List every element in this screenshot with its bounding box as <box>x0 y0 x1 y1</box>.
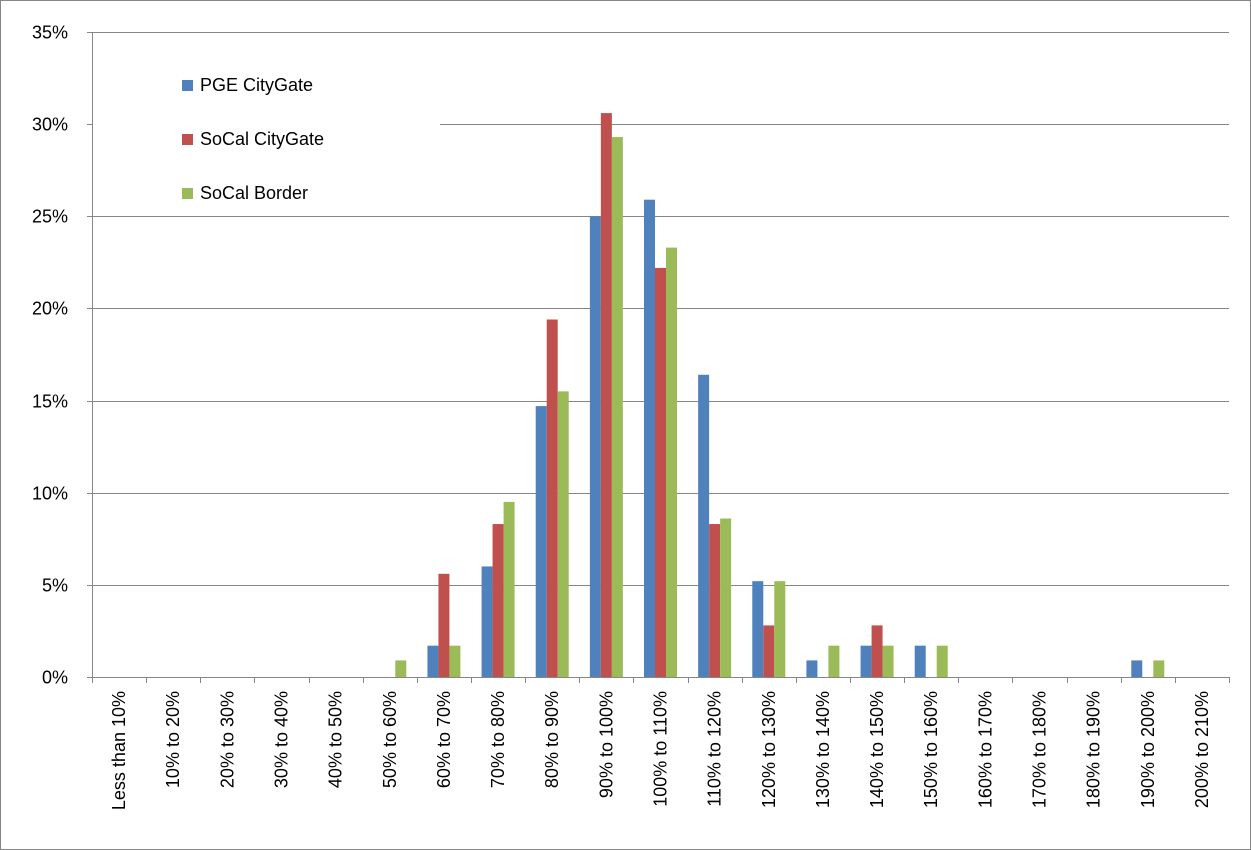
x-axis-tick-label: 200% to 210% <box>1192 691 1212 808</box>
y-axis-tick-label: 20% <box>32 299 68 319</box>
y-axis-tick-label: 25% <box>32 207 68 227</box>
bar-pge-citygate <box>698 374 710 677</box>
x-axis-tick-label: 70% to 80% <box>488 691 508 788</box>
bar-socal-border <box>882 645 894 677</box>
x-axis-tick-label: 80% to 90% <box>542 691 562 788</box>
y-axis-tick-label: 15% <box>32 392 68 412</box>
legend: PGE CityGate SoCal CityGate SoCal Border <box>182 75 324 203</box>
bar-pge-citygate <box>427 645 439 677</box>
x-axis-tick-label: 100% to 110% <box>651 691 671 807</box>
bar-socal-border <box>666 247 677 678</box>
x-axis-tick-label: 50% to 60% <box>380 691 400 788</box>
x-axis-tick-label: 120% to 130% <box>759 691 779 808</box>
x-axis-tick-label: 130% to 140% <box>813 691 833 808</box>
x-axis-tick-label: 190% to 200% <box>1138 691 1158 808</box>
x-axis-tick-label: 150% to 160% <box>921 691 941 808</box>
bar-pge-citygate <box>644 199 655 677</box>
bar-socal-citygate <box>438 573 450 677</box>
x-axis-tick-label: 140% to 150% <box>867 691 887 808</box>
bar-socal-border <box>828 645 840 677</box>
x-axis-tick-label: Less than 10% <box>109 691 129 810</box>
legend-label: PGE CityGate <box>200 75 313 95</box>
bar-socal-border <box>611 137 623 678</box>
legend-swatch <box>182 134 193 145</box>
bar-socal-border <box>936 645 948 677</box>
x-axis-tick-label: 90% to 100% <box>596 691 616 798</box>
bar-socal-border <box>503 501 515 677</box>
legend-label: SoCal CityGate <box>200 129 324 149</box>
x-axis-tick-label: 30% to 40% <box>272 691 292 788</box>
x-axis-tick-label: 10% to 20% <box>163 691 183 788</box>
x-axis-tick-label: 180% to 190% <box>1084 691 1104 808</box>
x-axis-tick-labels: Less than 10% 10% to 20% 20% to 30% 30% to … <box>109 691 1212 810</box>
x-axis-tick-label: 170% to 180% <box>1030 691 1050 808</box>
bar-socal-border <box>774 581 786 677</box>
bar-socal-border <box>395 660 407 677</box>
bar-socal-citygate <box>600 113 612 678</box>
bar-pge-citygate <box>860 645 872 677</box>
y-axis-tick-label: 10% <box>32 484 68 504</box>
x-axis-tick-label: 160% to 170% <box>975 691 995 808</box>
bar-socal-citygate <box>763 625 775 677</box>
legend-swatch <box>182 80 193 91</box>
bar-socal-border <box>720 518 732 677</box>
legend-label: SoCal Border <box>200 183 308 203</box>
bar-socal-citygate <box>709 524 721 677</box>
x-axis-tick-label: 40% to 50% <box>326 691 346 788</box>
y-axis-tick-label: 5% <box>42 576 68 596</box>
y-axis-tick-labels: 0% 5% 10% 15% 20% 25% 30% 35% <box>32 23 68 688</box>
x-axis-tick-label: 60% to 70% <box>434 691 454 788</box>
y-axis-tick-label: 0% <box>42 668 68 688</box>
axes <box>87 32 1230 683</box>
bar-socal-border <box>449 645 461 677</box>
bar-socal-citygate <box>655 267 666 677</box>
legend-swatch <box>182 188 193 199</box>
bars <box>395 113 1165 678</box>
bar-socal-citygate <box>492 524 504 677</box>
bar-pge-citygate <box>589 216 601 678</box>
x-axis-tick-label: 110% to 120% <box>705 691 725 807</box>
gridlines <box>92 32 1229 586</box>
bar-socal-border <box>1153 660 1165 677</box>
bar-socal-citygate <box>871 625 883 677</box>
y-axis-tick-label: 30% <box>32 115 68 135</box>
x-axis-tick-label: 20% to 30% <box>217 691 237 788</box>
y-axis-tick-label: 35% <box>32 23 68 43</box>
bar-pge-citygate <box>535 406 547 677</box>
bar-socal-border <box>557 391 569 677</box>
bar-pge-citygate <box>752 581 764 677</box>
bar-pge-citygate <box>806 660 818 677</box>
bar-pge-citygate <box>914 645 926 677</box>
bar-socal-citygate <box>546 319 558 677</box>
bar-pge-citygate <box>481 566 493 677</box>
bar-pge-citygate <box>1131 660 1143 677</box>
